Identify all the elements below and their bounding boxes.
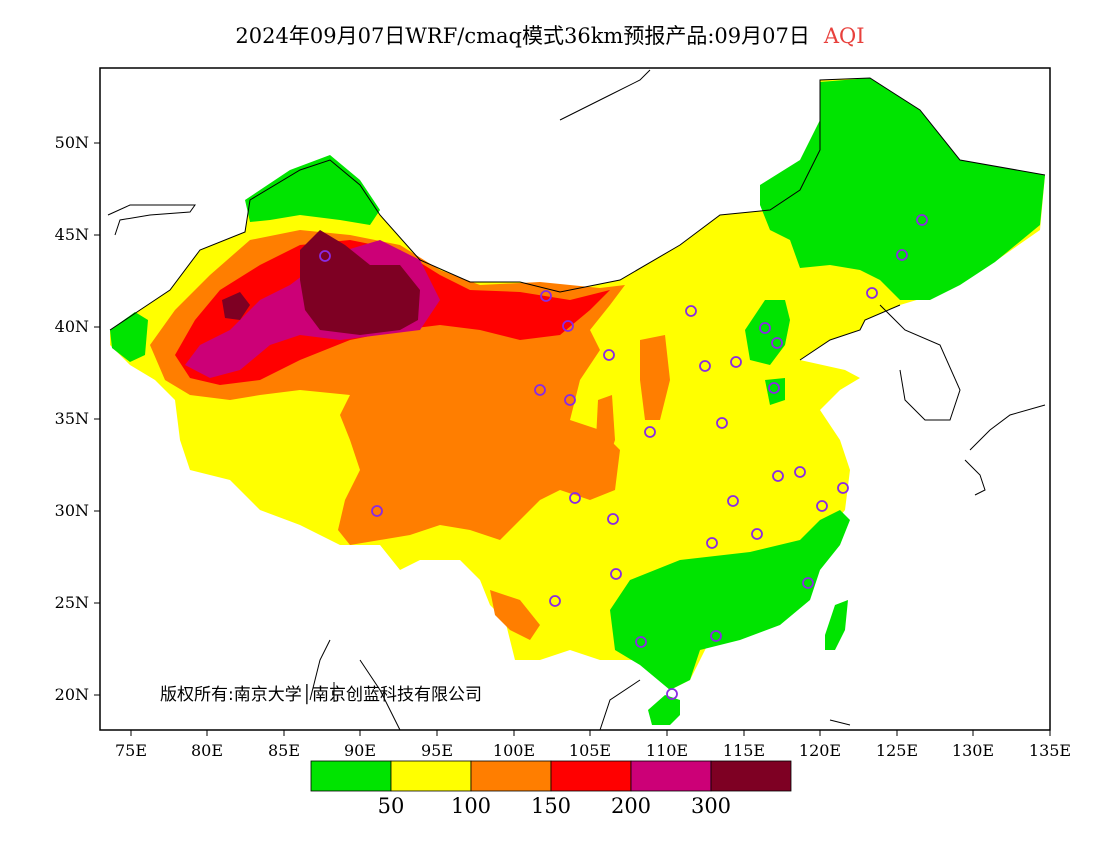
legend-label-200: 200 — [610, 794, 652, 818]
station-changchun — [896, 249, 908, 261]
lon-label-135e: 135E — [1028, 741, 1072, 760]
lon-label-95e: 95E — [420, 741, 454, 760]
station-shanghai — [837, 482, 849, 494]
station-nanchang — [751, 528, 763, 540]
northwest-lakes — [107, 204, 196, 236]
korea-coast — [879, 304, 961, 421]
lon-label-115e: 115E — [722, 741, 766, 760]
lon-label-125e: 125E — [875, 741, 919, 760]
legend-label-300: 300 — [690, 794, 732, 818]
station-fuzhou — [802, 577, 814, 589]
lon-label-80e: 80E — [190, 741, 224, 760]
maroon-spot — [222, 292, 250, 320]
copyright-text: 版权所有:南京大学│南京创蓝科技有限公司 — [160, 685, 482, 705]
station-harbin — [916, 214, 928, 226]
legend-swatch-orange — [470, 760, 552, 792]
station-lanzhou2 — [564, 394, 576, 406]
lat-label-30n: 30N — [54, 501, 89, 520]
station-urumqi — [319, 250, 331, 262]
station-hangzhou — [816, 500, 828, 512]
station-changsha — [706, 537, 718, 549]
baikal — [559, 69, 651, 121]
station-guiyang — [610, 568, 622, 580]
northwest-green — [245, 155, 380, 225]
orange-southwest — [490, 590, 540, 640]
lat-label-45n: 45N — [54, 225, 89, 244]
station-lhasa — [371, 505, 383, 517]
map-title: 2024年09月07日WRF/cmaq模式36km预报产品:09月07日 AQI — [0, 20, 1100, 50]
station-guangzhou — [710, 630, 722, 642]
station-tianjin — [771, 337, 783, 349]
station-shenyang — [866, 287, 878, 299]
station-beijing — [759, 322, 771, 334]
japan-coast — [964, 404, 1046, 496]
northeast-green — [760, 78, 1045, 300]
station-xining — [534, 384, 546, 396]
lat-label-35n: 35N — [54, 409, 89, 428]
legend-label-50: 50 — [377, 794, 405, 818]
station-chengdu — [569, 492, 581, 504]
south-green — [610, 510, 850, 690]
title-main: 2024年09月07日WRF/cmaq模式36km预报产品:09月07日 — [235, 24, 810, 48]
axis-ticks — [94, 142, 1051, 736]
station-zhengzhou — [716, 417, 728, 429]
lat-label-25n: 25N — [54, 593, 89, 612]
station-shijiazhuang — [730, 356, 742, 368]
title-variable: AQI — [823, 24, 865, 48]
station-kunming — [549, 595, 561, 607]
legend-swatch-red — [550, 760, 632, 792]
taiwan-green — [825, 600, 848, 650]
orange-strip-2 — [595, 395, 615, 470]
lon-label-130e: 130E — [951, 741, 995, 760]
indochina-coast — [309, 639, 851, 731]
station-xian — [644, 426, 656, 438]
station-nanning — [635, 636, 647, 648]
station-lanzhou — [540, 290, 552, 302]
lon-label-100e: 100E — [492, 741, 536, 760]
lat-label-40n: 40N — [54, 317, 89, 336]
legend-label-100: 100 — [450, 794, 492, 818]
china-border — [109, 77, 1046, 331]
station-circles — [319, 214, 928, 700]
legend-swatch-purple — [630, 760, 712, 792]
legend-colorbar — [310, 760, 792, 792]
station-chongqing — [607, 513, 619, 525]
orange-strip — [640, 335, 670, 420]
west-edge-green — [110, 312, 148, 362]
station-hefei — [772, 470, 784, 482]
legend-swatch-green — [310, 760, 392, 792]
aqi-field — [110, 78, 1045, 725]
station-hohhot — [685, 305, 697, 317]
hainan-green — [648, 695, 680, 725]
map-frame — [99, 67, 1051, 731]
lon-label-85e: 85E — [267, 741, 301, 760]
station-yanan — [603, 349, 615, 361]
legend-swatch-maroon — [710, 760, 792, 792]
lon-label-120e: 120E — [798, 741, 842, 760]
lat-label-20n: 20N — [54, 685, 89, 704]
station-jinan — [768, 382, 780, 394]
legend-label-150: 150 — [530, 794, 572, 818]
station-wuhan — [727, 495, 739, 507]
legend-swatch-yellow — [390, 760, 472, 792]
lon-label-110e: 110E — [645, 741, 689, 760]
station-haikou — [666, 688, 678, 700]
lon-label-90e: 90E — [343, 741, 377, 760]
lon-label-75e: 75E — [114, 741, 148, 760]
station-yinchuan — [562, 320, 574, 332]
east-coast — [799, 304, 901, 361]
coastlines — [107, 69, 1046, 731]
station-taiyuan — [699, 360, 711, 372]
station-nanjing — [794, 466, 806, 478]
lat-label-50n: 50N — [54, 133, 89, 152]
lon-label-105e: 105E — [568, 741, 612, 760]
